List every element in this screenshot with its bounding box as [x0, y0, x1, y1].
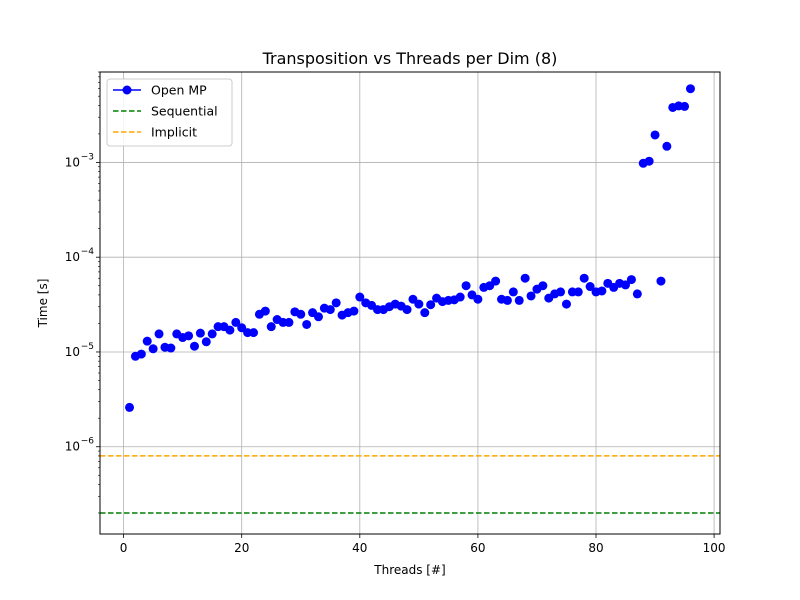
data-point	[461, 281, 471, 291]
x-tick-label: 80	[588, 541, 603, 555]
data-point	[520, 273, 530, 283]
data-point	[313, 312, 323, 322]
data-point	[136, 349, 146, 359]
data-point	[585, 282, 595, 292]
legend-entry: Sequential	[113, 104, 218, 119]
data-point	[184, 331, 194, 341]
data-point	[426, 300, 436, 310]
y-axis-label: Time [s]	[36, 279, 50, 329]
legend-entry: Open MP	[113, 83, 207, 98]
data-point	[538, 281, 548, 291]
data-point	[632, 289, 642, 299]
x-tick-label: 0	[120, 541, 128, 555]
data-point	[514, 295, 524, 305]
data-point	[296, 309, 306, 319]
data-point	[325, 305, 335, 315]
data-point	[579, 273, 589, 283]
legend-label: Implicit	[151, 125, 197, 140]
data-point	[597, 286, 607, 296]
data-point	[650, 130, 660, 140]
y-tick-label: 10−3	[65, 152, 94, 169]
legend-label: Sequential	[151, 104, 218, 119]
data-point	[656, 276, 666, 286]
data-point	[284, 317, 294, 327]
data-point	[266, 322, 276, 332]
data-point	[473, 294, 483, 304]
data-point	[195, 328, 205, 338]
x-tick-label: 40	[352, 541, 367, 555]
data-point	[626, 275, 636, 285]
data-point	[508, 287, 518, 297]
plot-frame	[99, 71, 721, 535]
x-tick-label: 60	[470, 541, 485, 555]
data-point	[189, 341, 199, 351]
legend-entry: Implicit	[113, 125, 197, 140]
data-point	[201, 337, 211, 347]
y-tick-label: 10−6	[65, 437, 95, 454]
y-tick-label: 10−4	[65, 247, 95, 264]
data-point	[302, 319, 312, 329]
data-point	[260, 306, 270, 316]
data-markers	[125, 84, 695, 412]
x-tick-label: 100	[703, 541, 726, 555]
data-point	[644, 156, 654, 166]
data-point	[662, 141, 672, 151]
data-point	[125, 402, 135, 412]
legend-frame	[106, 78, 233, 147]
data-point	[231, 317, 241, 327]
data-point	[142, 336, 152, 346]
data-point	[573, 287, 583, 297]
data-point	[680, 101, 690, 111]
y-axis-ticks: 10−6 10−5 10−4 10−3	[65, 71, 100, 514]
data-point	[526, 291, 536, 301]
data-point	[166, 343, 176, 353]
data-point	[455, 292, 465, 302]
data-point	[148, 344, 158, 354]
data-point	[349, 306, 359, 316]
x-tick-label: 20	[234, 541, 249, 555]
data-point	[402, 305, 412, 315]
y-tick-label: 10−5	[65, 342, 94, 359]
data-point	[249, 328, 259, 338]
data-point	[621, 280, 631, 290]
data-point	[420, 308, 430, 318]
x-axis-label: Threads [#]	[373, 563, 445, 577]
legend-label: Open MP	[151, 83, 207, 98]
legend: Open MP Sequential Implicit	[106, 78, 233, 147]
data-point	[502, 295, 512, 305]
reference-lines	[100, 455, 720, 514]
data-point	[355, 292, 365, 302]
grid	[100, 72, 720, 534]
data-point	[331, 298, 341, 308]
data-point	[491, 276, 501, 286]
data-point	[207, 329, 217, 339]
data-point	[556, 287, 566, 297]
chart-title: Transposition vs Threads per Dim (8)	[262, 49, 558, 68]
data-point	[225, 325, 235, 335]
x-axis-ticks: 0 20 40 60 80 100	[120, 534, 726, 555]
data-point	[154, 329, 164, 339]
data-point	[414, 299, 424, 309]
legend-swatch-marker	[122, 85, 132, 95]
data-point	[561, 299, 571, 309]
data-point	[685, 84, 695, 94]
